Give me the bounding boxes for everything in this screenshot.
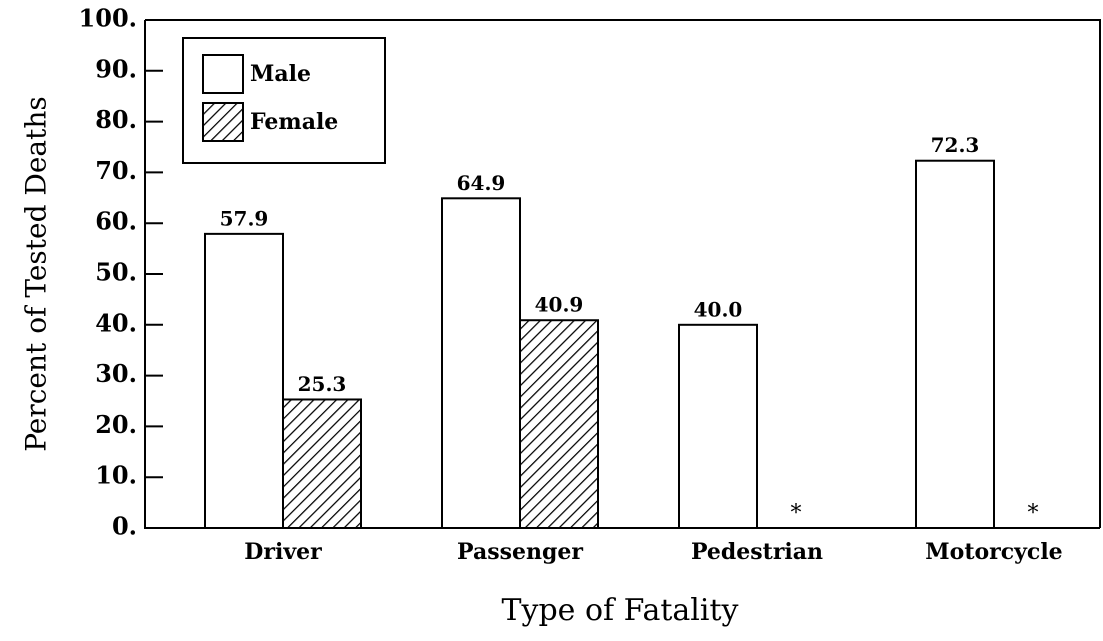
legend-label: Female	[250, 109, 338, 135]
x-tick-label: Driver	[244, 539, 322, 565]
legend-swatch	[202, 102, 244, 142]
x-tick-label: Passenger	[457, 539, 583, 565]
bar	[204, 232, 284, 529]
value-label: *	[1028, 501, 1039, 526]
bar	[519, 319, 599, 529]
y-tick-label: 60.	[95, 207, 137, 236]
y-tick-label: 50.	[95, 258, 137, 287]
x-tick-label: Pedestrian	[691, 539, 823, 565]
bar	[282, 398, 362, 530]
y-tick-label: 0.	[112, 512, 137, 541]
bar	[678, 323, 758, 529]
legend-swatch	[202, 54, 244, 94]
y-tick-label: 30.	[95, 359, 137, 388]
y-tick-label: 40.	[95, 308, 137, 337]
value-label: 64.9	[457, 171, 506, 195]
y-tick-label: 100.	[79, 4, 137, 33]
y-tick-label: 80.	[95, 105, 137, 134]
legend-label: Male	[250, 61, 311, 87]
y-tick-label: 10.	[95, 461, 137, 490]
y-tick-label: 20.	[95, 410, 137, 439]
bar	[915, 159, 995, 529]
bar	[441, 197, 521, 529]
value-label: *	[791, 501, 802, 526]
value-label: 25.3	[298, 372, 347, 396]
y-tick-label: 90.	[95, 54, 137, 83]
value-label: 40.9	[535, 293, 584, 317]
y-axis-label: Percent of Tested Deaths	[20, 96, 53, 452]
y-tick-label: 70.	[95, 156, 137, 185]
x-axis-label: Type of Fatality	[502, 593, 739, 628]
value-label: 40.0	[694, 297, 743, 321]
x-tick-label: Motorcycle	[925, 539, 1062, 565]
value-label: 72.3	[931, 133, 980, 157]
value-label: 57.9	[220, 206, 269, 230]
